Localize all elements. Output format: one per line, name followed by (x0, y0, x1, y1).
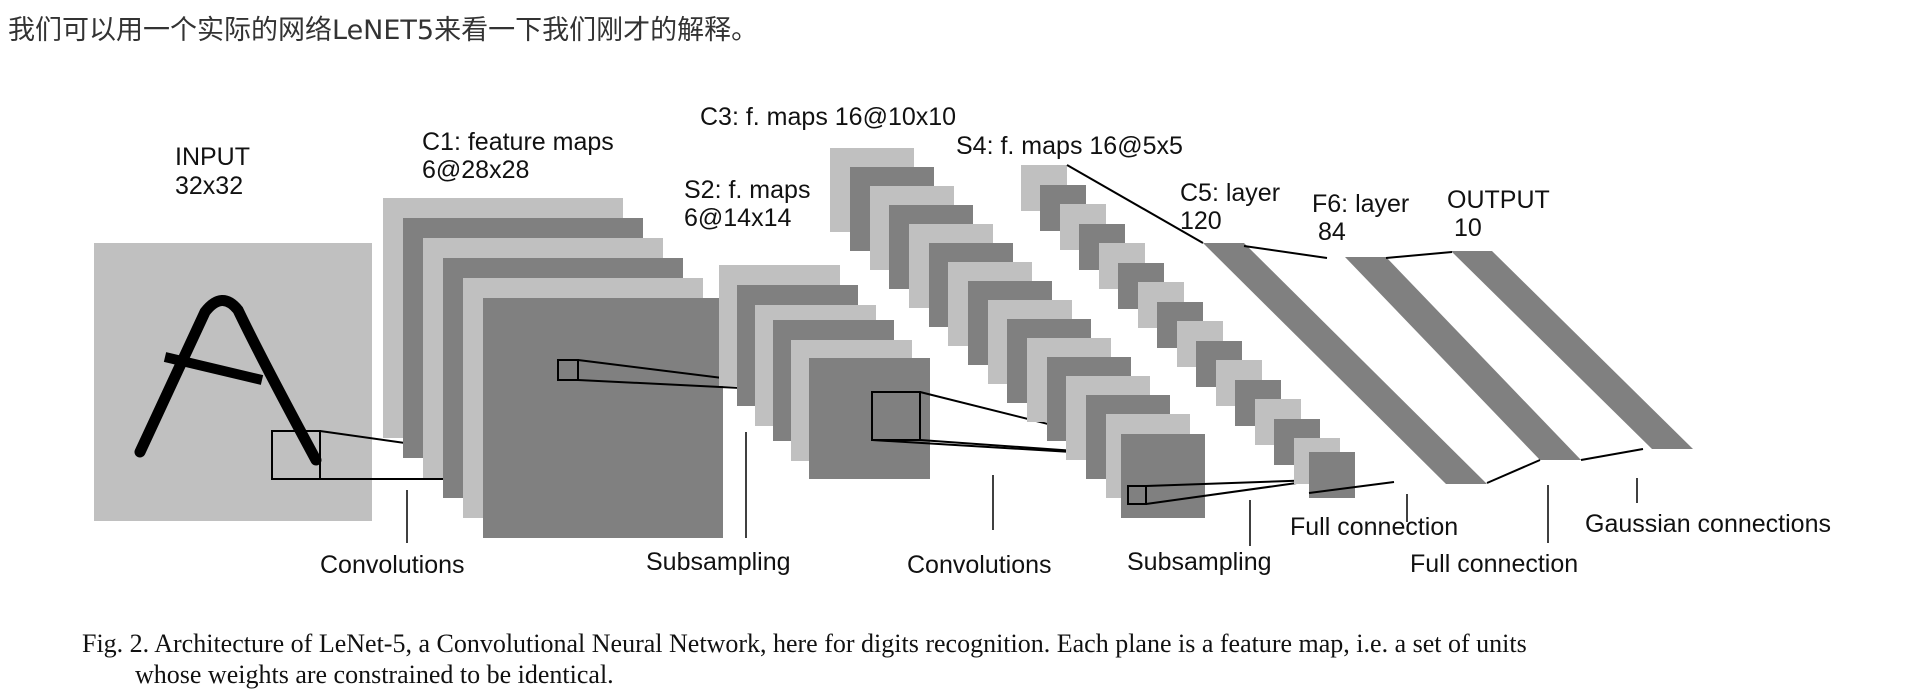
s4-feature-maps (1021, 164, 1395, 498)
receptive-field-box (271, 430, 321, 480)
output-layer (1451, 251, 1693, 449)
c5-layer (1203, 243, 1487, 484)
s2-title: S2: f. maps (684, 176, 810, 204)
full-connection-1-label: Full connection (1290, 513, 1458, 541)
f6-layer (1345, 257, 1581, 460)
caption-line-2: whose weights are constrained to be iden… (135, 660, 614, 689)
full-connection-2-label: Full connection (1410, 550, 1578, 578)
subsampling-1-label: Subsampling (646, 548, 791, 576)
c1-size: 6@28x28 (422, 156, 529, 184)
caption-line-1: Fig. 2. Architecture of LeNet-5, a Convo… (82, 629, 1527, 658)
intro-text: 我们可以用一个实际的网络LeNET5来看一下我们刚才的解释。 (8, 15, 759, 46)
s2-feature-maps (719, 265, 1189, 479)
gaussian-connections-label: Gaussian connections (1585, 510, 1831, 538)
s4-title: S4: f. maps 16@5x5 (956, 132, 1183, 160)
digit-a-crossbar (163, 352, 264, 385)
output-title: OUTPUT (1447, 186, 1550, 214)
operation-ticks (406, 432, 1638, 546)
output-size: 10 (1454, 214, 1482, 242)
c1-title: C1: feature maps (422, 128, 614, 156)
c1-feature-maps (383, 198, 844, 538)
input-title: INPUT (175, 143, 250, 171)
subsampling-2-label: Subsampling (1127, 548, 1272, 576)
s2-size: 6@14x14 (684, 204, 791, 232)
c3-feature-maps (830, 148, 1319, 518)
convolutions-1-label: Convolutions (320, 551, 465, 579)
input-size: 32x32 (175, 172, 243, 200)
c3-title: C3: f. maps 16@10x10 (700, 103, 956, 131)
c5-size: 120 (1180, 207, 1222, 235)
c5-title: C5: layer (1180, 179, 1280, 207)
digit-a-stroke (134, 295, 322, 466)
figure-caption: Fig. 2. Architecture of LeNet-5, a Convo… (82, 628, 1902, 690)
f6-size: 84 (1318, 218, 1346, 246)
f6-title: F6: layer (1312, 190, 1409, 218)
convolutions-2-label: Convolutions (907, 551, 1052, 579)
